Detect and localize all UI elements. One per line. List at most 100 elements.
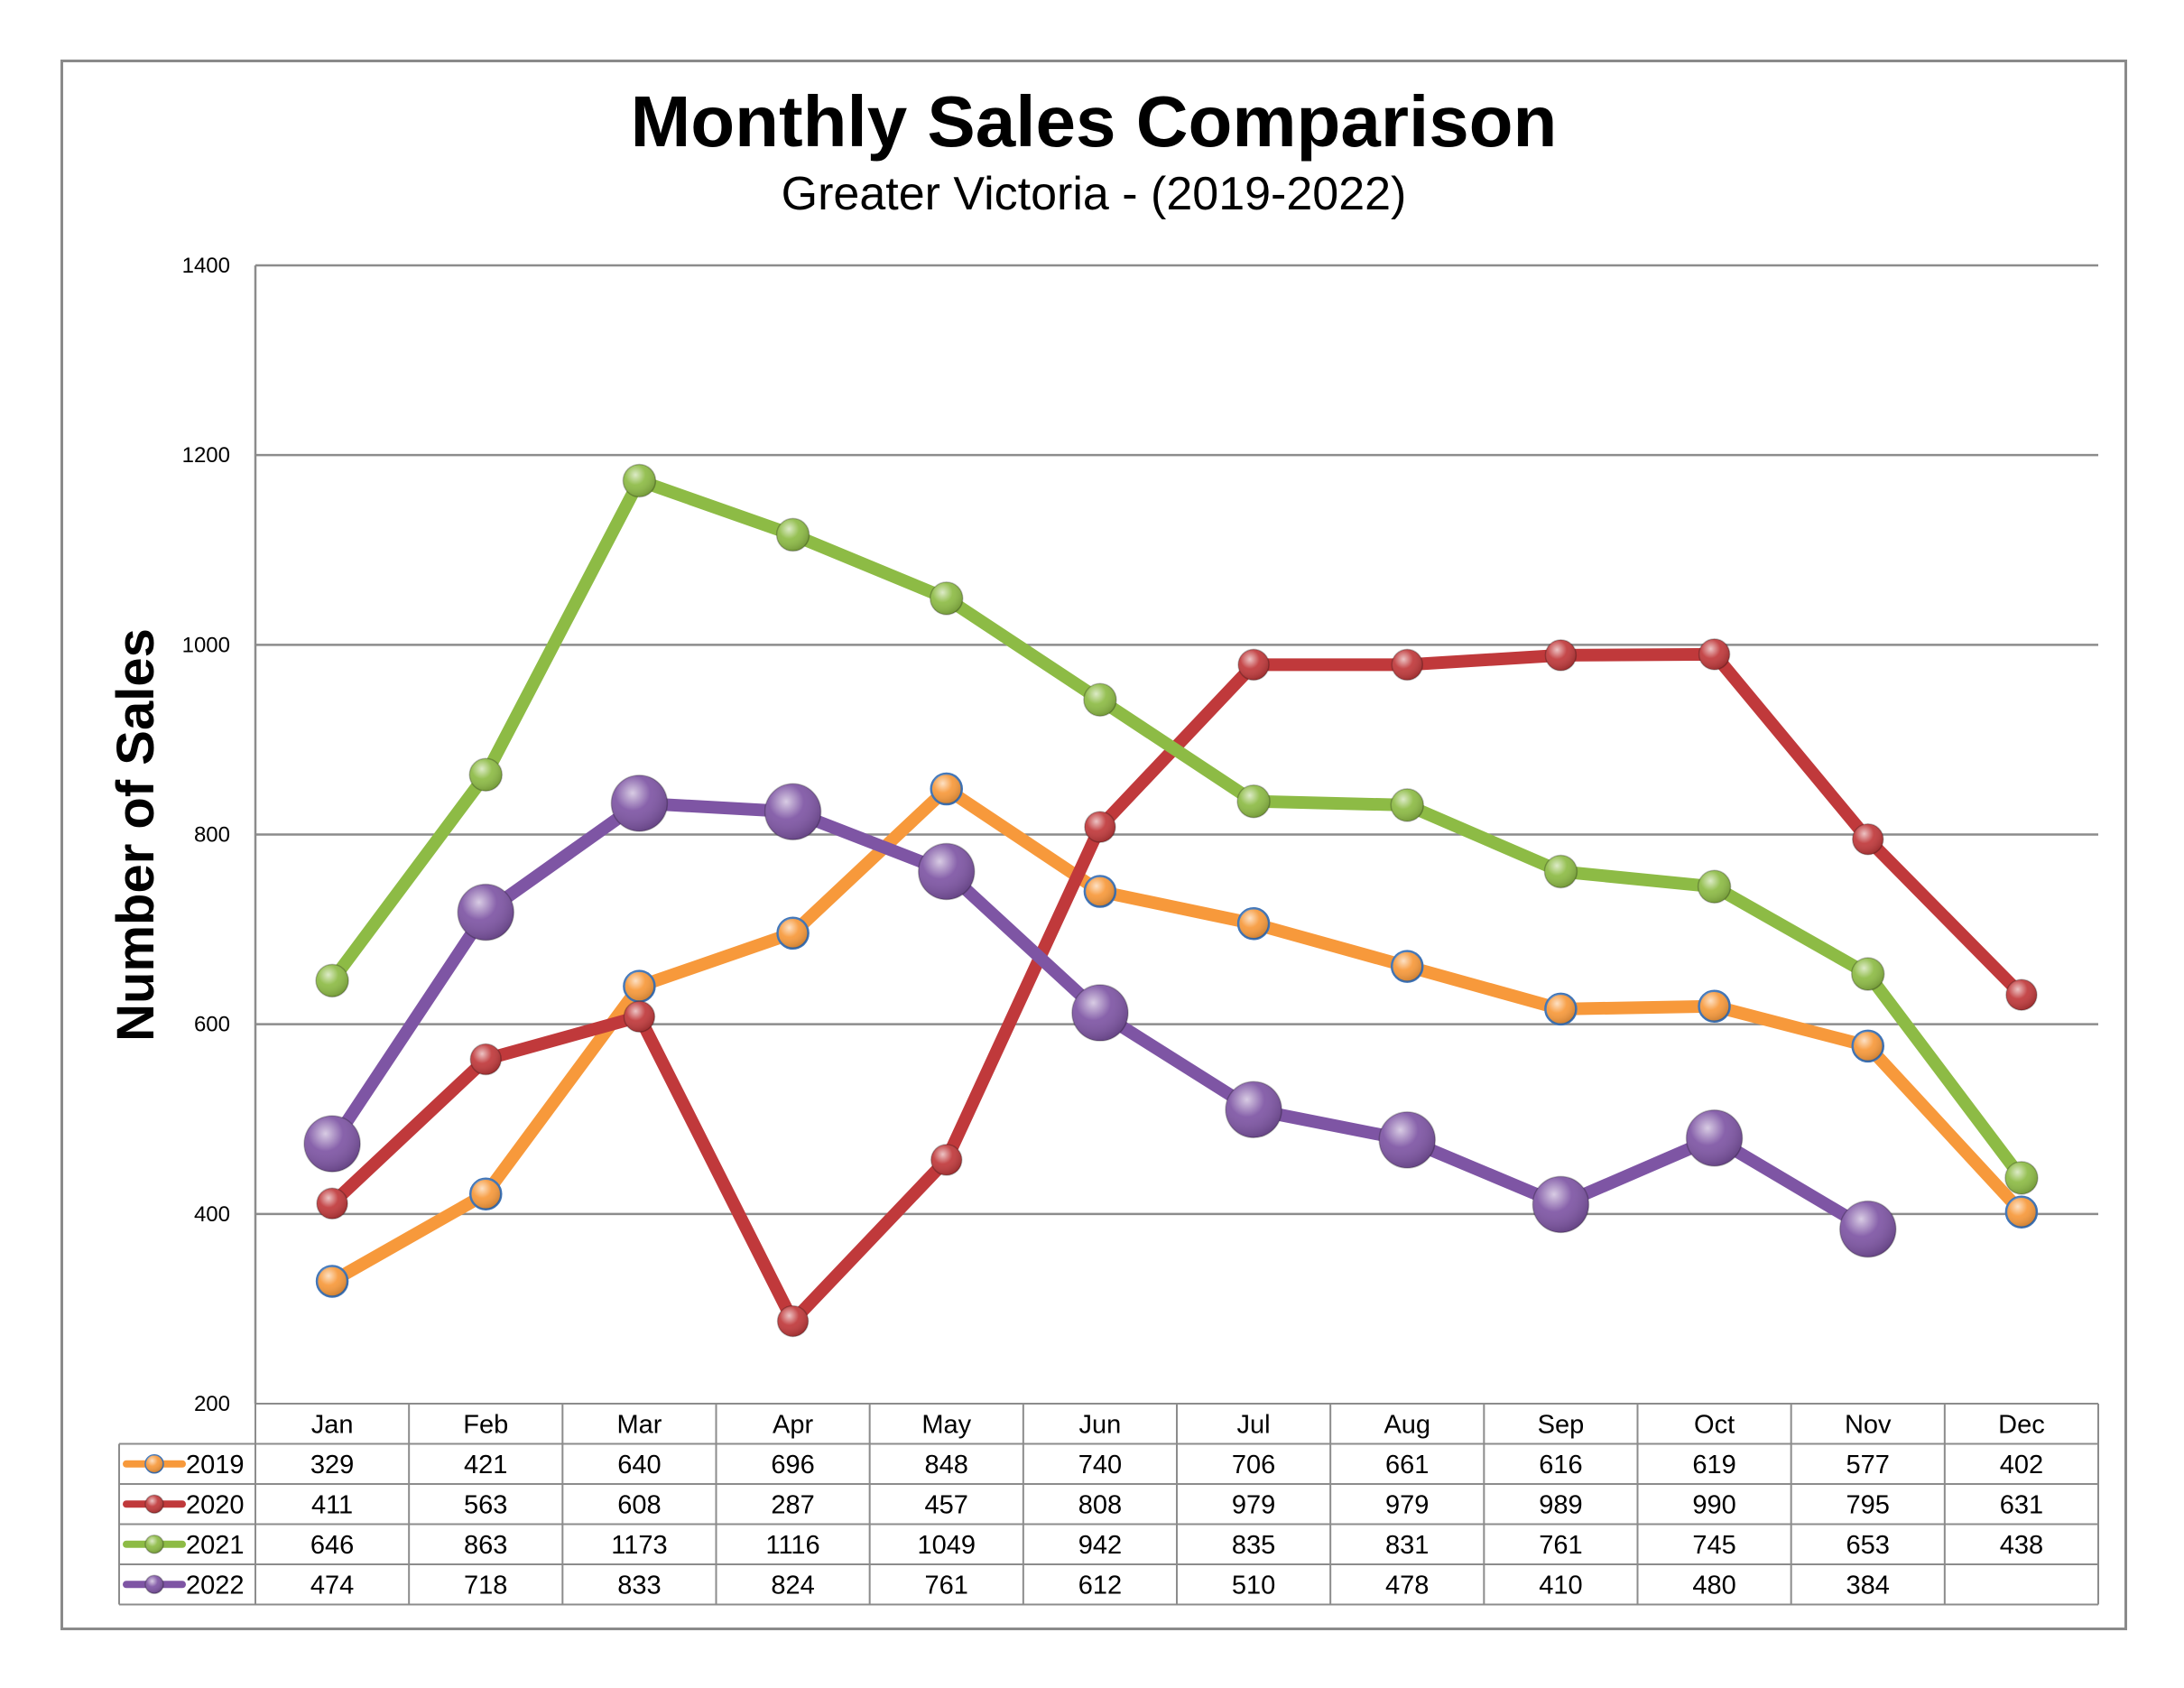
data-point-shine	[776, 518, 810, 552]
data-point-shine	[1392, 951, 1423, 982]
data-label: 696	[771, 1451, 814, 1479]
chart-subtitle: Greater Victoria - (2019-2022)	[782, 168, 1407, 220]
data-label: 577	[1846, 1451, 1890, 1479]
data-label: 563	[464, 1490, 507, 1519]
data-point-shine	[2005, 1196, 2037, 1228]
table-row: 2019 329 421 640 696 848 740 706 661 616 619 577 402	[123, 1451, 2043, 1479]
data-label: 831	[1385, 1531, 1429, 1560]
data-label: 989	[1539, 1490, 1582, 1519]
x-tick-label: Apr	[773, 1410, 813, 1439]
data-label: 979	[1232, 1490, 1275, 1519]
x-tick-label: Jun	[1079, 1410, 1122, 1439]
data-label: 761	[925, 1571, 968, 1600]
legend-key-shine	[145, 1535, 163, 1554]
data-point-shine	[611, 774, 668, 831]
data-point-shine	[1698, 638, 1730, 670]
data-label: 457	[925, 1490, 968, 1519]
data-label: 421	[464, 1451, 507, 1479]
y-tick-label: 1000	[182, 633, 230, 657]
data-label: 411	[311, 1490, 353, 1519]
data-point-shine	[470, 1178, 502, 1210]
x-tick-label: Oct	[1694, 1410, 1735, 1439]
legend-label: 2020	[186, 1490, 245, 1519]
data-point-shine	[304, 1116, 361, 1173]
data-label: 824	[771, 1571, 814, 1600]
data-point-shine	[470, 1043, 502, 1075]
data-table: Jan Feb Mar Apr May Jun Jul Aug Sep Oct Nov Dec 2019…	[118, 1403, 2099, 1606]
legend-label: 2022	[186, 1571, 245, 1600]
data-label: 795	[1846, 1490, 1890, 1519]
data-point-shine	[1839, 1201, 1896, 1257]
data-label: 808	[1078, 1490, 1122, 1519]
data-point-shine	[777, 917, 809, 949]
x-tick-label: Jul	[1237, 1410, 1271, 1439]
data-point-shine	[316, 964, 349, 997]
data-label: 1049	[917, 1531, 976, 1560]
legend-key-shine	[145, 1575, 163, 1594]
data-point-shine	[1392, 649, 1423, 681]
data-label: 616	[1539, 1451, 1582, 1479]
data-point-shine	[1379, 1111, 1436, 1168]
data-label: 761	[1539, 1531, 1582, 1560]
chart-frame	[60, 60, 2127, 1630]
legend-label: 2019	[186, 1451, 245, 1479]
data-label: 287	[771, 1490, 814, 1519]
data-point-shine	[1544, 855, 1578, 888]
data-point-shine	[469, 758, 503, 792]
data-label: 718	[464, 1571, 507, 1600]
data-label: 640	[617, 1451, 661, 1479]
data-label: 474	[310, 1571, 354, 1600]
data-point-shine	[918, 843, 975, 900]
x-tick-label: Feb	[463, 1410, 508, 1439]
data-label: 402	[2000, 1451, 2043, 1479]
legend-key-shine	[145, 1454, 163, 1473]
data-point-shine	[1698, 990, 1730, 1022]
x-tick-label: May	[921, 1410, 971, 1439]
data-label: 942	[1078, 1531, 1122, 1560]
data-point-shine	[1532, 1176, 1589, 1233]
y-tick-label: 800	[194, 823, 230, 848]
series-2021	[315, 463, 2039, 1195]
x-tick-label: Sep	[1538, 1410, 1585, 1439]
data-point-shine	[1238, 649, 1270, 681]
data-point-shine	[930, 774, 962, 805]
data-label: 480	[1692, 1571, 1735, 1600]
y-tick-label: 200	[194, 1392, 230, 1416]
data-label: 646	[310, 1531, 354, 1560]
data-label: 608	[617, 1490, 661, 1519]
data-label: 1173	[611, 1531, 667, 1560]
data-label: 619	[1692, 1451, 1735, 1479]
data-point-shine	[458, 884, 514, 941]
data-point-shine	[317, 1188, 348, 1220]
data-point-shine	[1852, 1030, 1883, 1062]
data-label: 990	[1692, 1490, 1735, 1519]
data-label: 1116	[765, 1531, 819, 1560]
x-tick-label: Mar	[616, 1410, 662, 1439]
x-tick-label: Jan	[311, 1410, 354, 1439]
data-label: 661	[1385, 1451, 1429, 1479]
data-point-shine	[1238, 908, 1270, 940]
data-label: 979	[1385, 1490, 1429, 1519]
data-label: 706	[1232, 1451, 1275, 1479]
data-label: 612	[1078, 1571, 1122, 1600]
data-label: 835	[1232, 1531, 1275, 1560]
data-point-shine	[2004, 1161, 2038, 1194]
x-tick-label: Dec	[1998, 1410, 2045, 1439]
y-tick-label: 1400	[182, 254, 230, 278]
data-label: 410	[1539, 1571, 1582, 1600]
data-label: 863	[464, 1531, 507, 1560]
data-point-shine	[1545, 993, 1577, 1025]
chart-title: Monthly Sales Comparison	[631, 81, 1558, 162]
x-tick-label: Nov	[1845, 1410, 1892, 1439]
y-tick-label: 400	[194, 1202, 230, 1227]
data-point-shine	[930, 581, 963, 615]
table-row: 2022 474 718 833 824 761 612 510 478 410 480 384	[123, 1571, 1890, 1600]
series-lines	[303, 463, 2039, 1338]
series-2022	[303, 774, 1897, 1258]
y-axis-label: Number of Sales	[106, 628, 165, 1042]
legend-label: 2021	[186, 1531, 245, 1560]
data-label: 848	[925, 1451, 968, 1479]
data-label: 510	[1232, 1571, 1275, 1600]
data-point-shine	[1698, 870, 1731, 904]
